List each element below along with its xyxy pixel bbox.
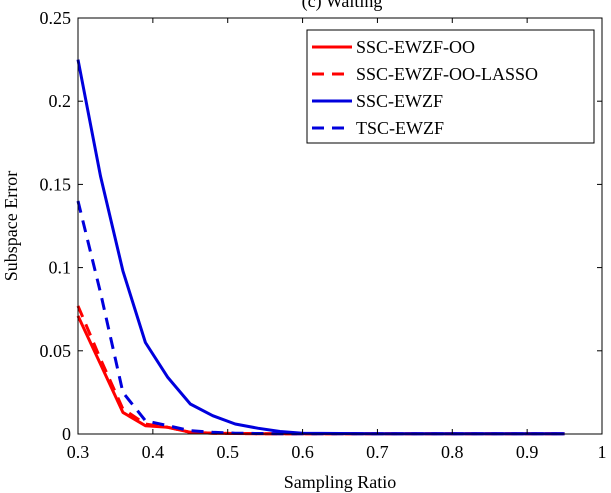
plot-frame <box>77 17 603 435</box>
y-tick-label: 0.1 <box>49 258 72 278</box>
x-tick-label: 1 <box>598 442 607 462</box>
chart-title: (c) Waiting <box>302 0 383 12</box>
chart-title-group: (c) Waiting <box>302 0 383 12</box>
x-axis-label: Sampling Ratio <box>284 472 397 492</box>
x-tick-label: 0.6 <box>291 442 314 462</box>
y-axis-label: Subspace Error <box>1 171 21 281</box>
y-tick-label: 0.2 <box>49 91 72 111</box>
y-tick-label: 0 <box>62 424 71 444</box>
x-tick-label: 0.4 <box>142 442 165 462</box>
x-tick-label: 0.8 <box>441 442 464 462</box>
x-tick-label: 0.5 <box>216 442 239 462</box>
x-tick-label: 0.9 <box>516 442 539 462</box>
y-tick-label: 0.05 <box>40 341 72 361</box>
x-tick-label: 0.7 <box>366 442 389 462</box>
x-tick-label: 0.3 <box>67 442 90 462</box>
legend-entries: SSC-EWZF-OO SSC-EWZF-OO-LASSO SSC-EWZF TSC-… <box>312 37 538 138</box>
y-tick-label: 0.25 <box>40 8 72 28</box>
legend-box <box>306 29 595 144</box>
y-tick-label: 0.15 <box>40 174 72 194</box>
axis-layer: 0.3 0.4 0.5 0.6 0.7 0.8 0.9 1 0 0.05 0.1 0.15 0.2 0.2… <box>40 8 607 462</box>
legend-label: SSC-EWZF-OO-LASSO <box>356 64 538 84</box>
legend-label: SSC-EWZF-OO <box>356 37 475 57</box>
legend: SSC-EWZF-OO SSC-EWZF-OO-LASSO SSC-EWZF TSC-… <box>306 29 595 144</box>
legend-label: TSC-EWZF <box>356 118 444 138</box>
legend-label: SSC-EWZF <box>356 91 443 111</box>
